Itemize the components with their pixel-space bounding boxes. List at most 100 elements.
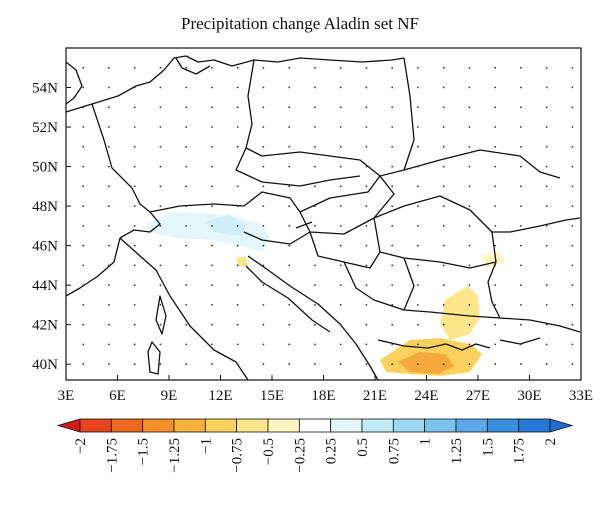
lon-label: 12E (208, 388, 232, 404)
grid-dot (494, 244, 497, 247)
border-ch (119, 211, 161, 239)
grid-dot (365, 323, 368, 326)
coastline-italy-east (245, 265, 331, 333)
grid-dot (571, 145, 574, 148)
lon-label: 27E (466, 388, 490, 404)
grid-dot (494, 185, 497, 188)
grid-dot (314, 145, 316, 148)
grid-dot (236, 165, 239, 168)
grid-dot (494, 66, 497, 69)
coastline-black-sea-west (492, 217, 581, 233)
grid-dot (236, 284, 239, 286)
coastline-denmark (175, 57, 211, 75)
grid-dot (288, 304, 291, 306)
grid-dot (417, 323, 419, 326)
grid-dot (339, 363, 342, 366)
grid-dot (571, 343, 574, 346)
grid-dot (468, 284, 471, 286)
grid-dot (108, 343, 110, 346)
colorbar-label: 1.25 (449, 438, 465, 464)
grid-dot (133, 244, 136, 247)
grid-dot (571, 185, 574, 188)
grid-dot (211, 66, 213, 69)
grid-dot (159, 205, 162, 208)
grid-dot (133, 284, 136, 286)
grid-dot (236, 145, 239, 148)
grid-dot (262, 323, 265, 326)
grid-dot (82, 304, 85, 306)
grid-dots (82, 66, 574, 366)
lon-label: 21E (363, 388, 387, 404)
grid-dot (236, 205, 239, 208)
grid-dot (339, 165, 342, 168)
coastline-north-sea (65, 55, 405, 113)
grid-dot (391, 363, 394, 366)
colorbar-label: 2 (543, 438, 559, 446)
grid-dot (545, 244, 548, 247)
grid-dot (417, 165, 419, 168)
grid-dot (494, 225, 497, 227)
colorbar-label: −1.25 (167, 438, 183, 473)
grid-dot (365, 225, 368, 227)
colorbar-segment (173, 418, 206, 433)
grid-dot (211, 304, 213, 306)
grid-dot (468, 225, 471, 227)
grid-dot (442, 304, 445, 306)
grid-dot (288, 66, 291, 69)
grid-dot (82, 343, 85, 346)
grid-dot (133, 165, 136, 168)
grid-dot (211, 145, 213, 148)
colorbar-label: −1.5 (136, 438, 152, 465)
grid-dot (133, 304, 136, 306)
grid-dot (133, 185, 136, 188)
grid-dot (339, 244, 342, 247)
border-de-pl (245, 59, 301, 157)
grid-dot (545, 145, 548, 148)
grid-dot (417, 106, 419, 109)
grid-dot (211, 165, 213, 168)
grid-dot (159, 244, 162, 247)
lat-label: 48N (32, 199, 58, 215)
grid-dot (314, 304, 316, 306)
grid-dot (159, 264, 162, 267)
grid-dot (236, 185, 239, 188)
grid-dot (211, 363, 213, 366)
grid-dot (314, 225, 316, 227)
grid-dot (108, 284, 110, 286)
grid-dot (108, 126, 110, 128)
grid-dot (185, 66, 188, 69)
grid-dot (159, 106, 162, 109)
grid-dot (133, 145, 136, 148)
grid-dot (365, 66, 368, 69)
grid-dot (211, 323, 213, 326)
grid-dot (133, 106, 136, 109)
grid-dot (365, 185, 368, 188)
grid-dot (365, 145, 368, 148)
grid-dot (365, 363, 368, 366)
grid-dot (288, 165, 291, 168)
colorbar-label: 1.5 (480, 438, 496, 457)
grid-dot (494, 86, 497, 89)
grid-dot (236, 86, 239, 89)
grid-dot (288, 86, 291, 89)
grid-dot (159, 225, 162, 227)
grid-dot (314, 323, 316, 326)
patch-bulgaria-negative (440, 286, 480, 340)
grid-dot (82, 264, 85, 267)
grid-dot (262, 185, 265, 188)
colorbar-segment (330, 418, 363, 433)
grid-dot (545, 165, 548, 168)
lake-balaton (295, 221, 313, 229)
grid-dot (159, 86, 162, 89)
grid-dot (185, 284, 188, 286)
grid-dot (108, 106, 110, 109)
grid-dot (211, 264, 213, 267)
grid-dot (442, 264, 445, 267)
colorbar-segment (267, 418, 300, 433)
grid-dot (288, 185, 291, 188)
grid-dot (365, 126, 368, 128)
grid-dot (314, 205, 316, 208)
coastline-italy-west (119, 237, 249, 381)
grid-dot (494, 165, 497, 168)
